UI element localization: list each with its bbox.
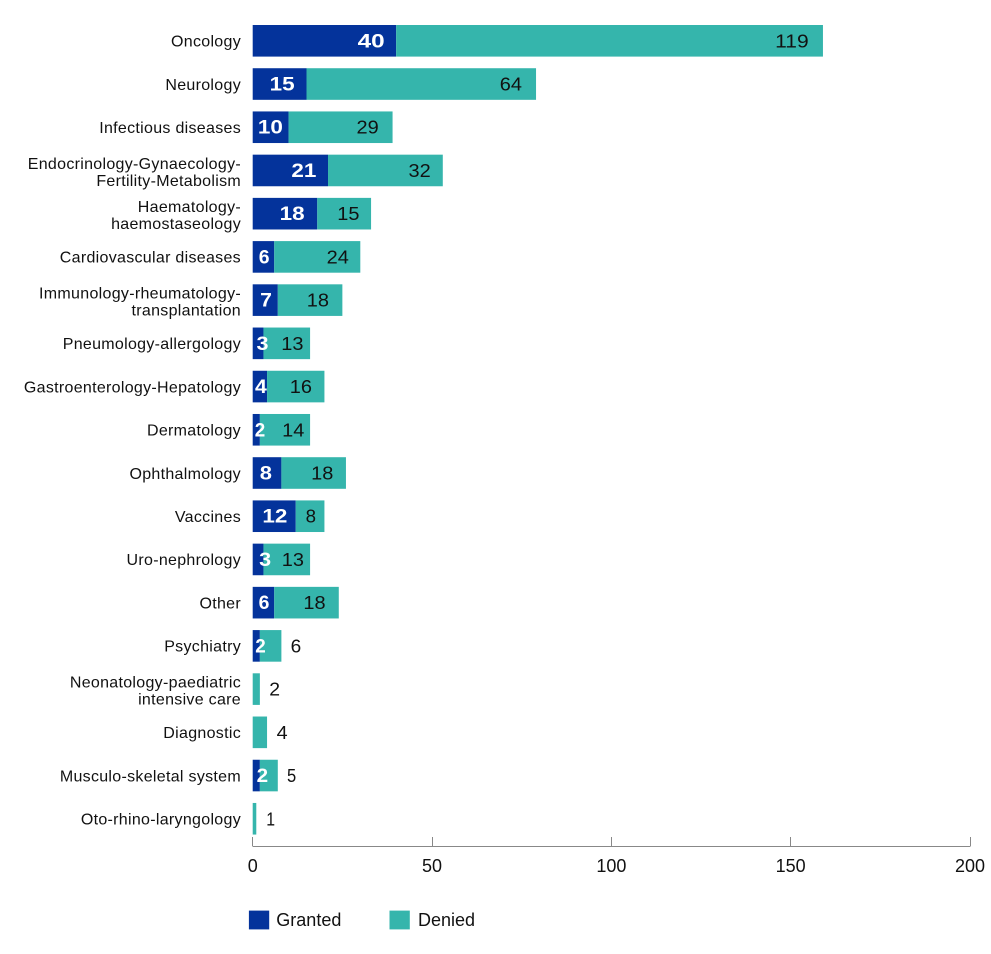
svg-text:Gastroenterology-Hepatology: Gastroenterology-Hepatology — [24, 379, 241, 396]
svg-text:Dermatology: Dermatology — [147, 423, 241, 440]
svg-text:18: 18 — [307, 291, 329, 311]
svg-text:Haematology-: Haematology- — [138, 199, 241, 216]
svg-text:100: 100 — [596, 856, 626, 876]
svg-text:10: 10 — [258, 118, 283, 139]
svg-text:Immunology-rheumatology-: Immunology-rheumatology- — [39, 286, 241, 303]
svg-text:2: 2 — [269, 680, 280, 700]
svg-text:40: 40 — [358, 31, 385, 52]
svg-text:Fertility-Metabolism: Fertility-Metabolism — [96, 173, 241, 190]
svg-text:Psychiatry: Psychiatry — [164, 639, 241, 656]
svg-text:0: 0 — [248, 856, 258, 876]
svg-text:2: 2 — [255, 636, 266, 657]
svg-text:Denied: Denied — [418, 910, 475, 930]
svg-text:32: 32 — [409, 161, 431, 181]
svg-text:18: 18 — [280, 204, 305, 225]
svg-text:50: 50 — [422, 856, 442, 876]
svg-text:Uro-nephrology: Uro-nephrology — [127, 552, 241, 569]
svg-text:150: 150 — [776, 856, 806, 876]
svg-text:6: 6 — [259, 593, 270, 614]
svg-text:13: 13 — [282, 550, 304, 570]
svg-text:18: 18 — [303, 593, 325, 613]
svg-text:8: 8 — [306, 507, 316, 527]
svg-text:Diagnostic: Diagnostic — [163, 725, 241, 742]
svg-text:64: 64 — [500, 75, 522, 95]
svg-text:13: 13 — [281, 334, 303, 354]
svg-text:14: 14 — [282, 420, 304, 440]
svg-text:Other: Other — [199, 595, 241, 612]
svg-text:15: 15 — [337, 204, 359, 224]
svg-text:haemostaseology: haemostaseology — [111, 216, 241, 233]
svg-text:Cardiovascular diseases: Cardiovascular diseases — [60, 250, 241, 267]
svg-text:Endocrinology-Gynaecology-: Endocrinology-Gynaecology- — [28, 156, 241, 173]
svg-text:Pneumology-allergology: Pneumology-allergology — [63, 336, 241, 353]
svg-text:Vaccines: Vaccines — [175, 509, 241, 526]
svg-text:Neurology: Neurology — [165, 77, 241, 94]
svg-text:2: 2 — [257, 766, 269, 787]
svg-text:intensive care: intensive care — [138, 692, 241, 709]
svg-text:3: 3 — [259, 550, 271, 571]
svg-text:119: 119 — [775, 31, 809, 51]
svg-text:21: 21 — [291, 161, 317, 182]
svg-text:18: 18 — [311, 464, 333, 484]
svg-text:16: 16 — [290, 377, 312, 397]
svg-text:Infectious diseases: Infectious diseases — [99, 120, 241, 137]
svg-text:6: 6 — [259, 247, 270, 268]
svg-text:Granted: Granted — [276, 910, 341, 930]
svg-text:Oto-rhino-laryngology: Oto-rhino-laryngology — [81, 812, 241, 829]
svg-text:5: 5 — [287, 766, 296, 786]
svg-text:2: 2 — [255, 420, 266, 441]
svg-text:29: 29 — [357, 118, 379, 138]
svg-text:Neonatology-paediatric: Neonatology-paediatric — [70, 675, 241, 692]
svg-text:6: 6 — [291, 636, 302, 656]
svg-text:12: 12 — [262, 507, 287, 528]
svg-text:4: 4 — [277, 723, 288, 743]
svg-text:Ophthalmology: Ophthalmology — [129, 466, 241, 483]
svg-text:Musculo-skeletal system: Musculo-skeletal system — [60, 768, 241, 785]
svg-text:1: 1 — [266, 809, 275, 829]
svg-text:8: 8 — [260, 464, 272, 485]
svg-text:7: 7 — [260, 291, 272, 312]
svg-text:3: 3 — [257, 334, 269, 355]
svg-text:200: 200 — [955, 856, 985, 876]
svg-text:4: 4 — [255, 377, 267, 398]
svg-text:Oncology: Oncology — [171, 34, 241, 51]
svg-text:transplantation: transplantation — [132, 303, 241, 320]
svg-text:24: 24 — [327, 247, 349, 267]
svg-text:15: 15 — [270, 75, 296, 96]
